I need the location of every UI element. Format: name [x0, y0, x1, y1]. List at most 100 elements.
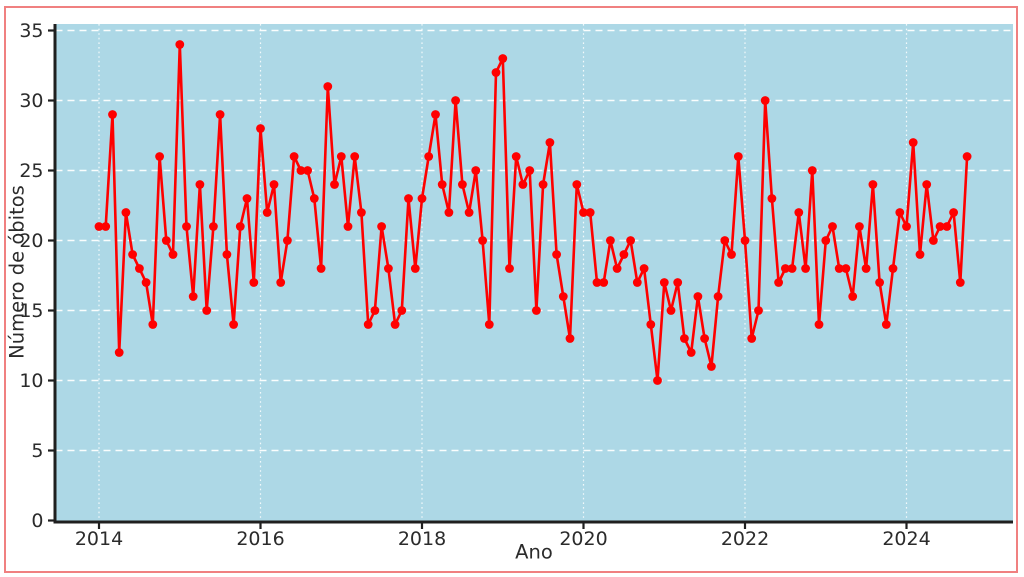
y-tick-label: 20 [19, 230, 43, 252]
data-point [384, 264, 393, 273]
data-point [895, 208, 905, 217]
data-point [330, 180, 339, 189]
data-point [612, 264, 622, 273]
data-point [626, 236, 635, 245]
data-point [935, 222, 945, 231]
data-point [727, 250, 736, 259]
axes-spines [53, 24, 1013, 524]
data-point [128, 250, 138, 259]
x-tick-label: 2024 [882, 528, 930, 550]
data-point [316, 264, 326, 273]
data-point [350, 152, 360, 161]
data-point [101, 222, 111, 231]
data-point [262, 208, 272, 217]
data-point [202, 306, 212, 315]
data-point [929, 236, 938, 245]
data-point [242, 194, 252, 203]
data-point [437, 180, 447, 189]
y-tick-label: 5 [31, 440, 43, 462]
data-point [565, 334, 575, 343]
y-tick-label: 0 [31, 510, 43, 532]
data-point [606, 236, 615, 245]
data-point [309, 194, 319, 203]
data-point [108, 110, 117, 119]
data-point [700, 334, 709, 343]
data-point [505, 264, 514, 273]
data-point [908, 138, 918, 147]
data-point [397, 306, 407, 315]
data-point [592, 278, 602, 287]
data-point [390, 320, 400, 329]
data-point [646, 320, 656, 329]
data-point [572, 180, 582, 189]
data-point [518, 180, 528, 189]
x-axis-title: Ano [515, 540, 553, 564]
y-tick-label: 15 [19, 300, 43, 322]
data-point [458, 180, 467, 189]
data-point [343, 222, 353, 231]
data-point [404, 194, 413, 203]
data-point [188, 292, 198, 301]
data-point [303, 166, 312, 175]
data-point [417, 194, 427, 203]
data-point [599, 278, 609, 287]
data-point [363, 320, 373, 329]
data-point [781, 264, 790, 273]
data-point [289, 152, 299, 161]
data-point [532, 306, 541, 315]
y-axis-title: Número de óbitos [5, 185, 29, 359]
data-point [410, 264, 420, 273]
data-point [538, 180, 548, 189]
data-point [168, 250, 178, 259]
data-point [915, 250, 925, 259]
data-point [828, 222, 837, 231]
data-point [767, 194, 777, 203]
x-tick-label: 2022 [721, 528, 769, 550]
data-point [336, 152, 346, 161]
data-point [794, 208, 804, 217]
data-point [424, 152, 434, 161]
data-point [807, 166, 817, 175]
data-point [713, 292, 723, 301]
data-point [478, 236, 487, 245]
y-tick-label: 10 [19, 370, 43, 392]
data-point [875, 278, 884, 287]
data-point [161, 236, 171, 245]
x-tick-label: 2014 [75, 528, 123, 550]
y-gridlines [55, 29, 1013, 452]
data-point [659, 278, 669, 287]
y-tick-label: 30 [19, 90, 43, 112]
data-point [256, 124, 265, 133]
data-point [653, 376, 662, 385]
data-point [747, 334, 757, 343]
series-markers [94, 40, 972, 385]
data-point [848, 292, 858, 301]
data-point [861, 264, 871, 273]
data-point [114, 348, 124, 357]
data-point [821, 236, 831, 245]
data-point [471, 166, 481, 175]
data-point [888, 264, 898, 273]
y-tick-label: 35 [19, 20, 43, 42]
data-point [834, 264, 844, 273]
data-point [121, 208, 131, 217]
data-point [841, 264, 851, 273]
data-point [868, 180, 878, 189]
data-point [585, 208, 595, 217]
data-point [754, 306, 763, 315]
x-tick-label: 2018 [398, 528, 446, 550]
data-point [209, 222, 218, 231]
data-point [444, 208, 454, 217]
x-tick-label: 2016 [236, 528, 284, 550]
data-point [693, 292, 703, 301]
data-point [552, 250, 561, 259]
data-point [801, 264, 810, 273]
x-tick-label: 2020 [559, 528, 607, 550]
data-point [377, 222, 386, 231]
data-point [774, 278, 783, 287]
x-tick-labels: 2014 2016 2018 2020 2022 2024 [75, 528, 931, 550]
y-tick-labels: 0 5 10 15 20 25 30 35 [19, 20, 43, 532]
data-point [632, 278, 642, 287]
data-point [922, 180, 932, 189]
